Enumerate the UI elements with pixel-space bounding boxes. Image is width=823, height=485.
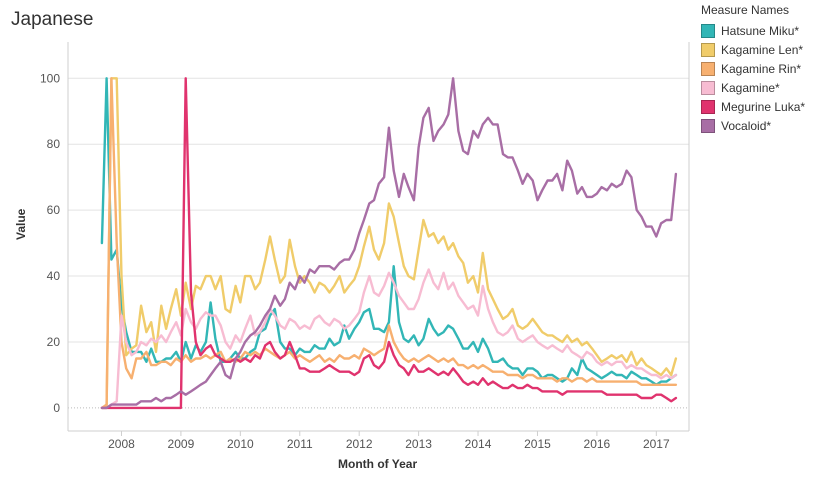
series-lines [100,77,678,410]
legend-label: Megurine Luka* [721,99,806,114]
legend-items: Hatsune Miku* Kagamine Len* Kagamine Rin* K… [701,21,823,135]
legend-swatch [701,118,715,133]
series-line-kagamine [100,268,678,410]
legend-swatch [701,99,715,114]
legend-label: Hatsune Miku* [721,23,800,38]
line-chart: 0 20 40 60 80 100 2008 2009 2010 2011 2012 2013 2014… [40,42,690,451]
legend-swatch [701,61,715,76]
legend-item-kagamine-len[interactable]: Kagamine Len* [701,40,823,59]
chart-title: Japanese [11,9,94,30]
x-tick-label: 2013 [405,437,432,451]
legend: Measure Names Hatsune Miku* Kagamine Len*… [701,3,823,135]
x-tick-label: 2011 [287,437,313,451]
x-tick-label: 2008 [108,437,135,451]
legend-swatch [701,80,715,95]
series-line-kagamine-len [100,77,678,410]
series-line-megurine-luka [100,77,678,410]
x-tick-label: 2010 [227,437,254,451]
x-tick-label: 2017 [643,437,670,451]
legend-item-megurine-luka[interactable]: Megurine Luka* [701,97,823,116]
y-tick-label: 100 [40,71,60,85]
legend-item-hatsune-miku[interactable]: Hatsune Miku* [701,21,823,40]
x-tick-label: 2012 [346,437,373,451]
legend-title: Measure Names [701,3,790,17]
legend-swatch [701,23,715,38]
legend-label: Kagamine Rin* [721,61,802,76]
x-tick-label: 2015 [524,437,551,451]
legend-label: Kagamine* [721,80,780,95]
y-tick-label: 20 [47,335,61,349]
legend-item-kagamine-rin[interactable]: Kagamine Rin* [701,59,823,78]
tick-labels: 0 20 40 60 80 100 2008 2009 2010 2011 2012 2013 2014… [40,71,670,451]
legend-swatch [701,42,715,57]
gridlines [68,77,689,343]
legend-item-kagamine[interactable]: Kagamine* [701,78,823,97]
x-tick-label: 2016 [584,437,611,451]
x-tick-label: 2014 [465,437,492,451]
series-line-kagamine-rin [100,77,678,410]
x-tick-label: 2009 [168,437,195,451]
legend-item-vocaloid[interactable]: Vocaloid* [701,116,823,135]
legend-label: Vocaloid* [721,118,772,133]
y-tick-label: 80 [47,137,61,151]
y-tick-label: 60 [47,203,61,217]
series-line-vocaloid [100,77,678,410]
y-tick-label: 40 [47,269,61,283]
x-axis-title: Month of Year [338,457,418,471]
y-tick-label: 0 [53,401,60,415]
axes [67,42,690,436]
legend-label: Kagamine Len* [721,42,804,57]
